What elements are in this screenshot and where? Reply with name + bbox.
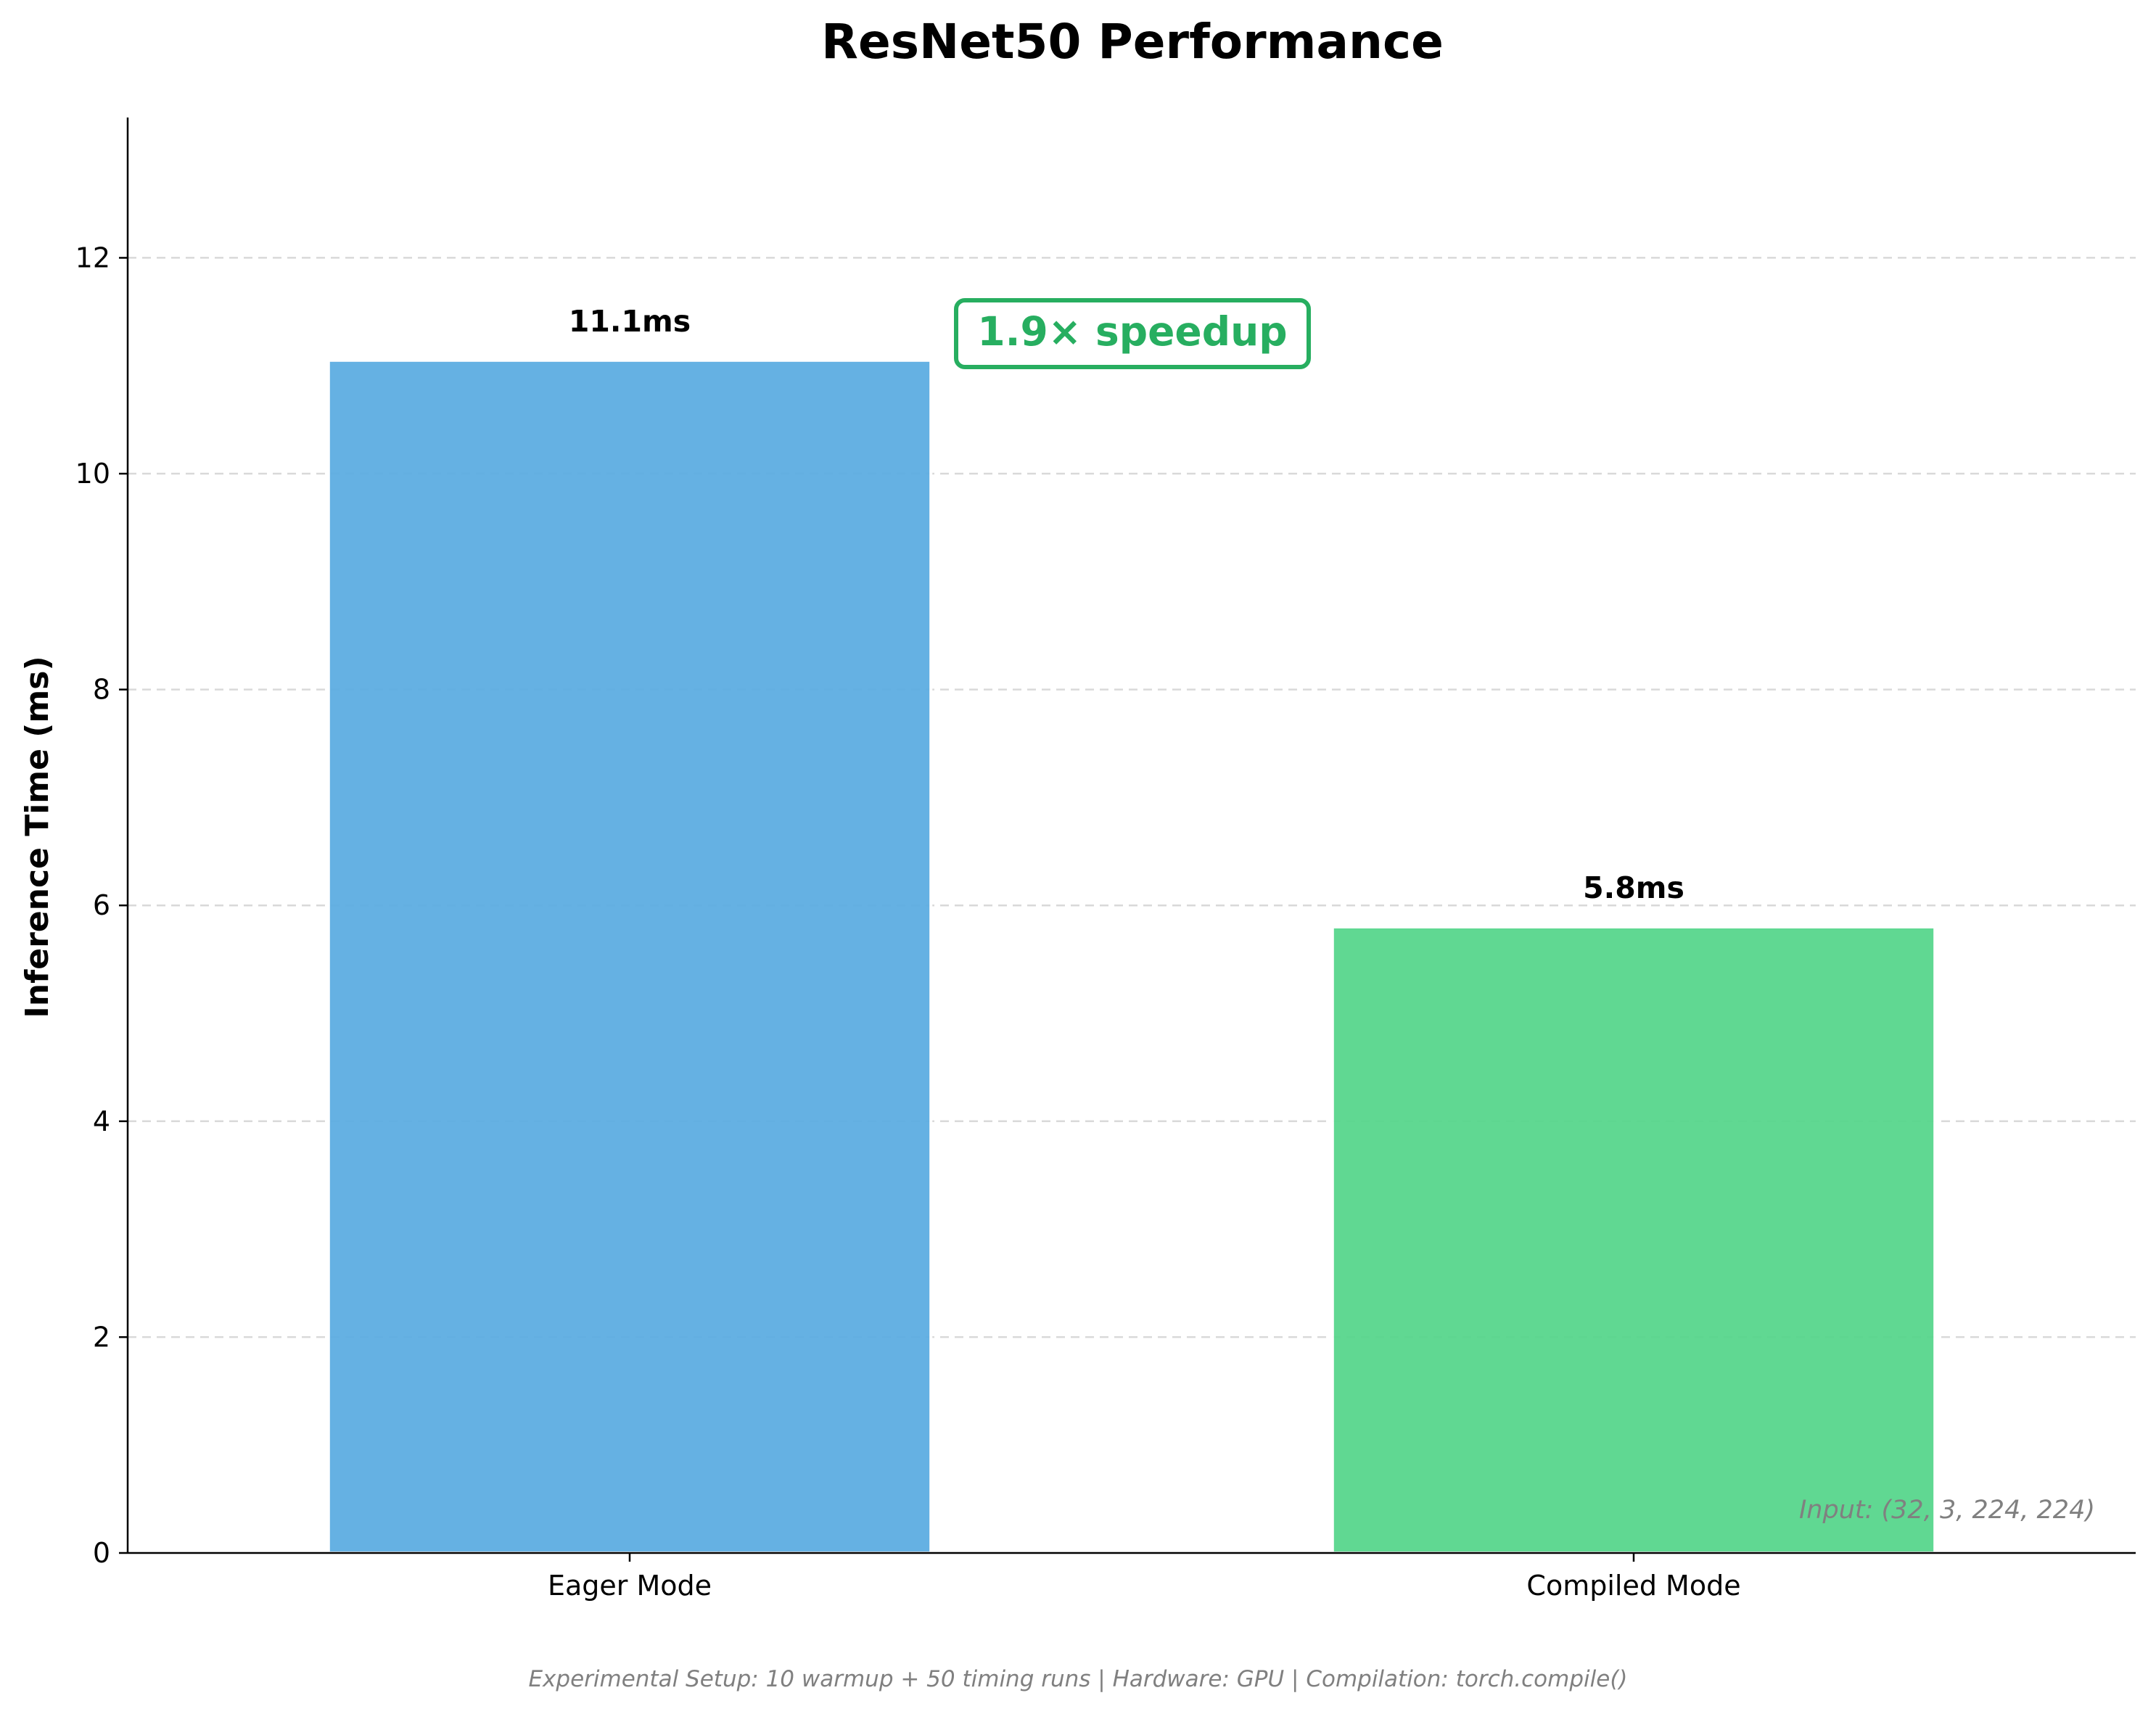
y-axis-label: Inference Time (ms) [19, 656, 56, 1018]
y-tick-label: 6 [93, 889, 110, 921]
bar-value-label: 5.8ms [1583, 870, 1684, 905]
bar-eager-mode [326, 358, 933, 1555]
input-shape-note: Input: (32, 3, 224, 224) [1799, 1496, 2095, 1525]
speedup-annotation-box [954, 298, 1311, 369]
bar-value-label: 11.1ms [569, 304, 691, 339]
bars [326, 358, 1937, 1555]
axes [126, 118, 2136, 1554]
x-tick-label: Eager Mode [548, 1570, 712, 1602]
speedup-annotation: 1.9× speedup [954, 298, 1311, 369]
y-tick-label: 0 [93, 1537, 110, 1569]
chart-title: ResNet50 Performance [821, 14, 1444, 70]
y-tick-label: 10 [75, 458, 110, 490]
x-tick-label: Compiled Mode [1526, 1570, 1740, 1602]
x-ticks: Eager Mode Compiled Mode [548, 1553, 1741, 1602]
speedup-annotation-text: 1.9× speedup [977, 308, 1287, 355]
footer-note: Experimental Setup: 10 warmup + 50 timin… [528, 1666, 1627, 1692]
bar-compiled-mode [1330, 925, 1937, 1554]
y-tick-label: 2 [93, 1321, 110, 1353]
value-labels: 11.1ms 5.8ms [569, 304, 1684, 905]
y-tick-label: 12 [75, 242, 110, 273]
y-tick-label: 8 [93, 674, 110, 706]
y-tick-label: 4 [93, 1105, 110, 1137]
y-ticks: 0 2 4 6 8 10 12 [75, 242, 128, 1569]
